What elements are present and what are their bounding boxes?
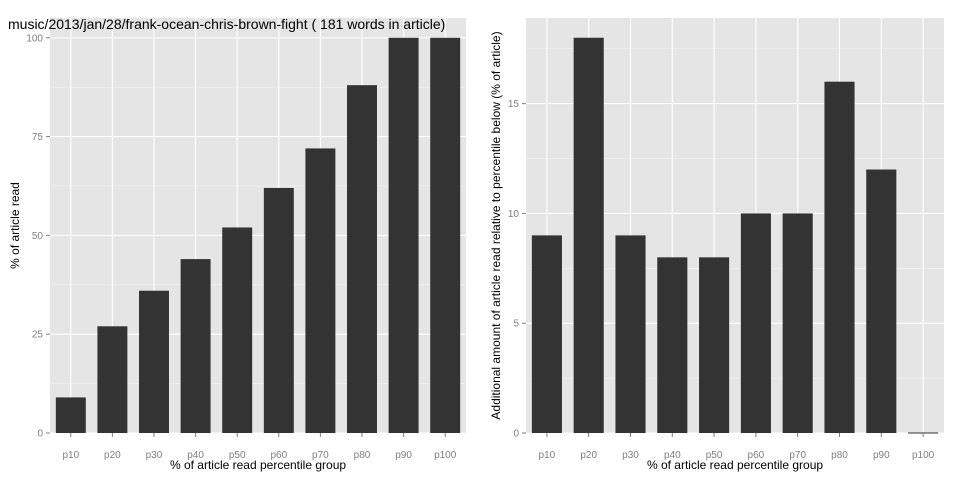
x-tick-label: p80: [831, 450, 848, 461]
y-axis-title: Additional amount of article read relati…: [489, 31, 503, 419]
y-tick-label: 15: [508, 99, 520, 110]
x-tick-label: p30: [146, 450, 163, 461]
x-tick-label: p90: [395, 450, 412, 461]
x-tick-label: p50: [229, 450, 246, 461]
x-axis-title: % of article read percentile group: [170, 458, 346, 472]
x-tick-label: p40: [187, 450, 204, 461]
y-tick-label: 0: [37, 429, 43, 440]
bar-p70: [305, 148, 336, 433]
x-tick-label: p50: [706, 450, 723, 461]
x-tick-label: p100: [434, 450, 457, 461]
x-tick-label: p20: [104, 450, 121, 461]
bar-p50: [222, 227, 253, 433]
x-tick-label: p60: [270, 450, 287, 461]
bar-p70: [782, 213, 813, 433]
bar-p90: [388, 37, 419, 434]
y-tick-label: 10: [508, 209, 520, 220]
bar-p10: [55, 397, 86, 433]
x-tick-label: p30: [622, 450, 639, 461]
x-tick-label: p90: [873, 450, 890, 461]
y-tick-label: 75: [32, 132, 44, 143]
chart-title: music/2013/jan/28/frank-ocean-chris-brow…: [8, 16, 445, 32]
y-tick-label: 5: [513, 319, 519, 330]
y-tick-label: 0: [513, 429, 519, 440]
y-tick-label: 50: [32, 231, 44, 242]
bar-p30: [139, 290, 169, 433]
x-tick-label: p100: [912, 450, 935, 461]
bar-p60: [263, 187, 294, 433]
bar-p10: [531, 235, 562, 433]
x-tick-label: p40: [664, 450, 681, 461]
bar-p100: [430, 37, 461, 434]
bar-p90: [866, 169, 897, 433]
bar-p50: [699, 257, 730, 433]
x-tick-label: p20: [580, 450, 597, 461]
y-tick-label: 25: [32, 330, 44, 341]
bar-p80: [824, 81, 855, 433]
y-tick-label: 100: [26, 33, 43, 44]
y-axis-title: % of article read: [8, 182, 22, 269]
x-tick-label: p70: [789, 450, 806, 461]
bar-p60: [740, 213, 771, 433]
x-tick-label: p60: [748, 450, 765, 461]
x-tick-label: p70: [312, 450, 329, 461]
x-tick-label: p80: [354, 450, 371, 461]
x-tick-label: p10: [539, 450, 556, 461]
bar-p40: [180, 259, 211, 433]
x-tick-label: p10: [62, 450, 79, 461]
bar-p30: [615, 235, 646, 433]
bar-p20: [573, 37, 604, 434]
bar-p40: [657, 257, 688, 433]
bar-p80: [347, 85, 377, 433]
x-axis-title: % of article read percentile group: [647, 458, 823, 472]
bar-p20: [97, 326, 128, 433]
